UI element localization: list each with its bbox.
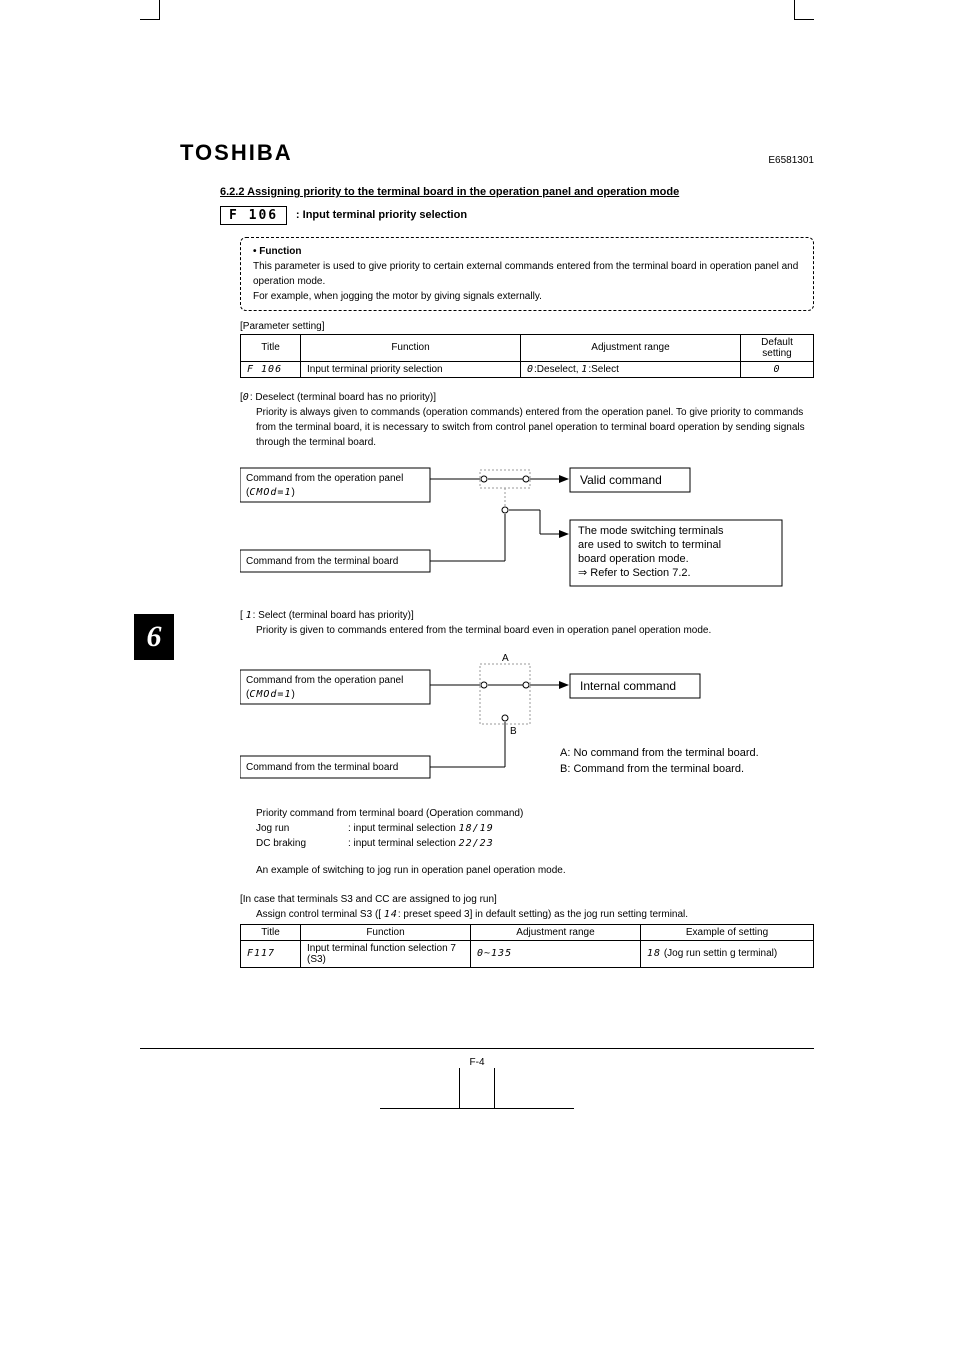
table1-caption: [Parameter setting] <box>240 321 814 332</box>
table-row: F 106 Input terminal priority selection … <box>241 361 814 377</box>
svg-text:A: A <box>502 653 509 664</box>
svg-text:Command from the operation pan: Command from the operation panel <box>246 675 403 686</box>
example-line: An example of switching to jog run in op… <box>256 863 814 878</box>
desc-deselect: [0: Deselect (terminal board has no prio… <box>240 390 814 450</box>
svg-text:B: Command from the terminal b: B: Command from the terminal board. <box>560 763 744 775</box>
th: Title <box>241 924 301 940</box>
svg-text:(CMOd=1): (CMOd=1) <box>246 689 295 700</box>
th: Title <box>241 334 301 361</box>
cell-func: Input terminal function selection 7 (S3) <box>301 940 471 967</box>
svg-text:Internal command: Internal command <box>580 679 676 693</box>
table-header-row: Title Function Adjustment range Default … <box>241 334 814 361</box>
cell-default: 0 <box>773 364 780 375</box>
function-head: • Function <box>253 244 801 259</box>
diagram-select: Command from the operation panel (CMOd=1… <box>240 652 814 792</box>
th: Example of setting <box>641 924 814 940</box>
svg-text:board operation mode.: board operation mode. <box>578 553 689 565</box>
parameter-table-2: Title Function Adjustment range Example … <box>240 924 814 968</box>
section-title-text: Assigning priority to the terminal board… <box>247 186 679 198</box>
page-header: TOSHIBA E6581301 <box>180 140 814 166</box>
diagram-deselect: Command from the operation panel (CMOd=1… <box>240 464 814 594</box>
doc-code: E6581301 <box>768 155 814 166</box>
cell-example: 18 (Jog run settin g terminal) <box>641 940 814 967</box>
cell-title: F117 <box>247 948 275 959</box>
table-row: F117 Input terminal function selection 7… <box>241 940 814 967</box>
priority-note: Priority command from terminal board (Op… <box>256 806 814 878</box>
function-box: • Function This parameter is used to giv… <box>240 237 814 311</box>
svg-text:Valid command: Valid command <box>580 473 662 487</box>
function-line2: For example, when jogging the motor by g… <box>253 289 801 304</box>
cell-range: 0:Deselect, 1:Select <box>521 361 741 377</box>
svg-text:Command from the terminal boar: Command from the terminal board <box>246 762 398 773</box>
section-heading: 6.2.2 Assigning priority to the terminal… <box>220 184 814 202</box>
svg-text:Command from the terminal boar: Command from the terminal board <box>246 556 398 567</box>
parameter-table-1: Title Function Adjustment range Default … <box>240 334 814 378</box>
desc-select-body: Priority is given to commands entered fr… <box>256 623 814 638</box>
dc-label: DC braking <box>256 836 348 851</box>
svg-text:Command from the operation pan: Command from the operation panel <box>246 473 403 484</box>
cell-func: Input terminal priority selection <box>301 361 521 377</box>
th: Function <box>301 924 471 940</box>
param-label: : Input terminal priority selection <box>296 209 467 221</box>
priority-note-line1: Priority command from terminal board (Op… <box>256 806 814 821</box>
function-line1: This parameter is used to give priority … <box>253 259 801 289</box>
th: Function <box>301 334 521 361</box>
cell-range: 0~135 <box>477 948 512 959</box>
page-number: F-4 <box>0 1057 954 1068</box>
svg-text:(CMOd=1): (CMOd=1) <box>246 487 295 498</box>
th: Adjustment range <box>521 334 741 361</box>
desc-deselect-body: Priority is always given to commands (op… <box>256 405 814 450</box>
th: Adjustment range <box>471 924 641 940</box>
th: Default setting <box>741 334 814 361</box>
case-head: [In case that terminals S3 and CC are as… <box>240 892 814 907</box>
param-code-box: F 106 <box>220 206 287 225</box>
svg-text:The mode switching terminals: The mode switching terminals <box>578 525 724 537</box>
table-header-row: Title Function Adjustment range Example … <box>241 924 814 940</box>
case-note: [In case that terminals S3 and CC are as… <box>240 892 814 922</box>
section-number: 6.2.2 <box>220 186 244 198</box>
svg-text:B: B <box>510 726 517 737</box>
logo: TOSHIBA <box>180 140 293 166</box>
desc-select: [ 1: Select (terminal board has priority… <box>240 608 814 638</box>
jog-label: Jog run <box>256 821 348 836</box>
svg-text:A: No command from the termina: A: No command from the terminal board. <box>560 747 759 759</box>
svg-text:are used to switch to terminal: are used to switch to terminal <box>578 539 721 551</box>
cell-title: F 106 <box>247 364 282 375</box>
svg-text:⇒ Refer to Section 7.2.: ⇒ Refer to Section 7.2. <box>578 567 691 579</box>
